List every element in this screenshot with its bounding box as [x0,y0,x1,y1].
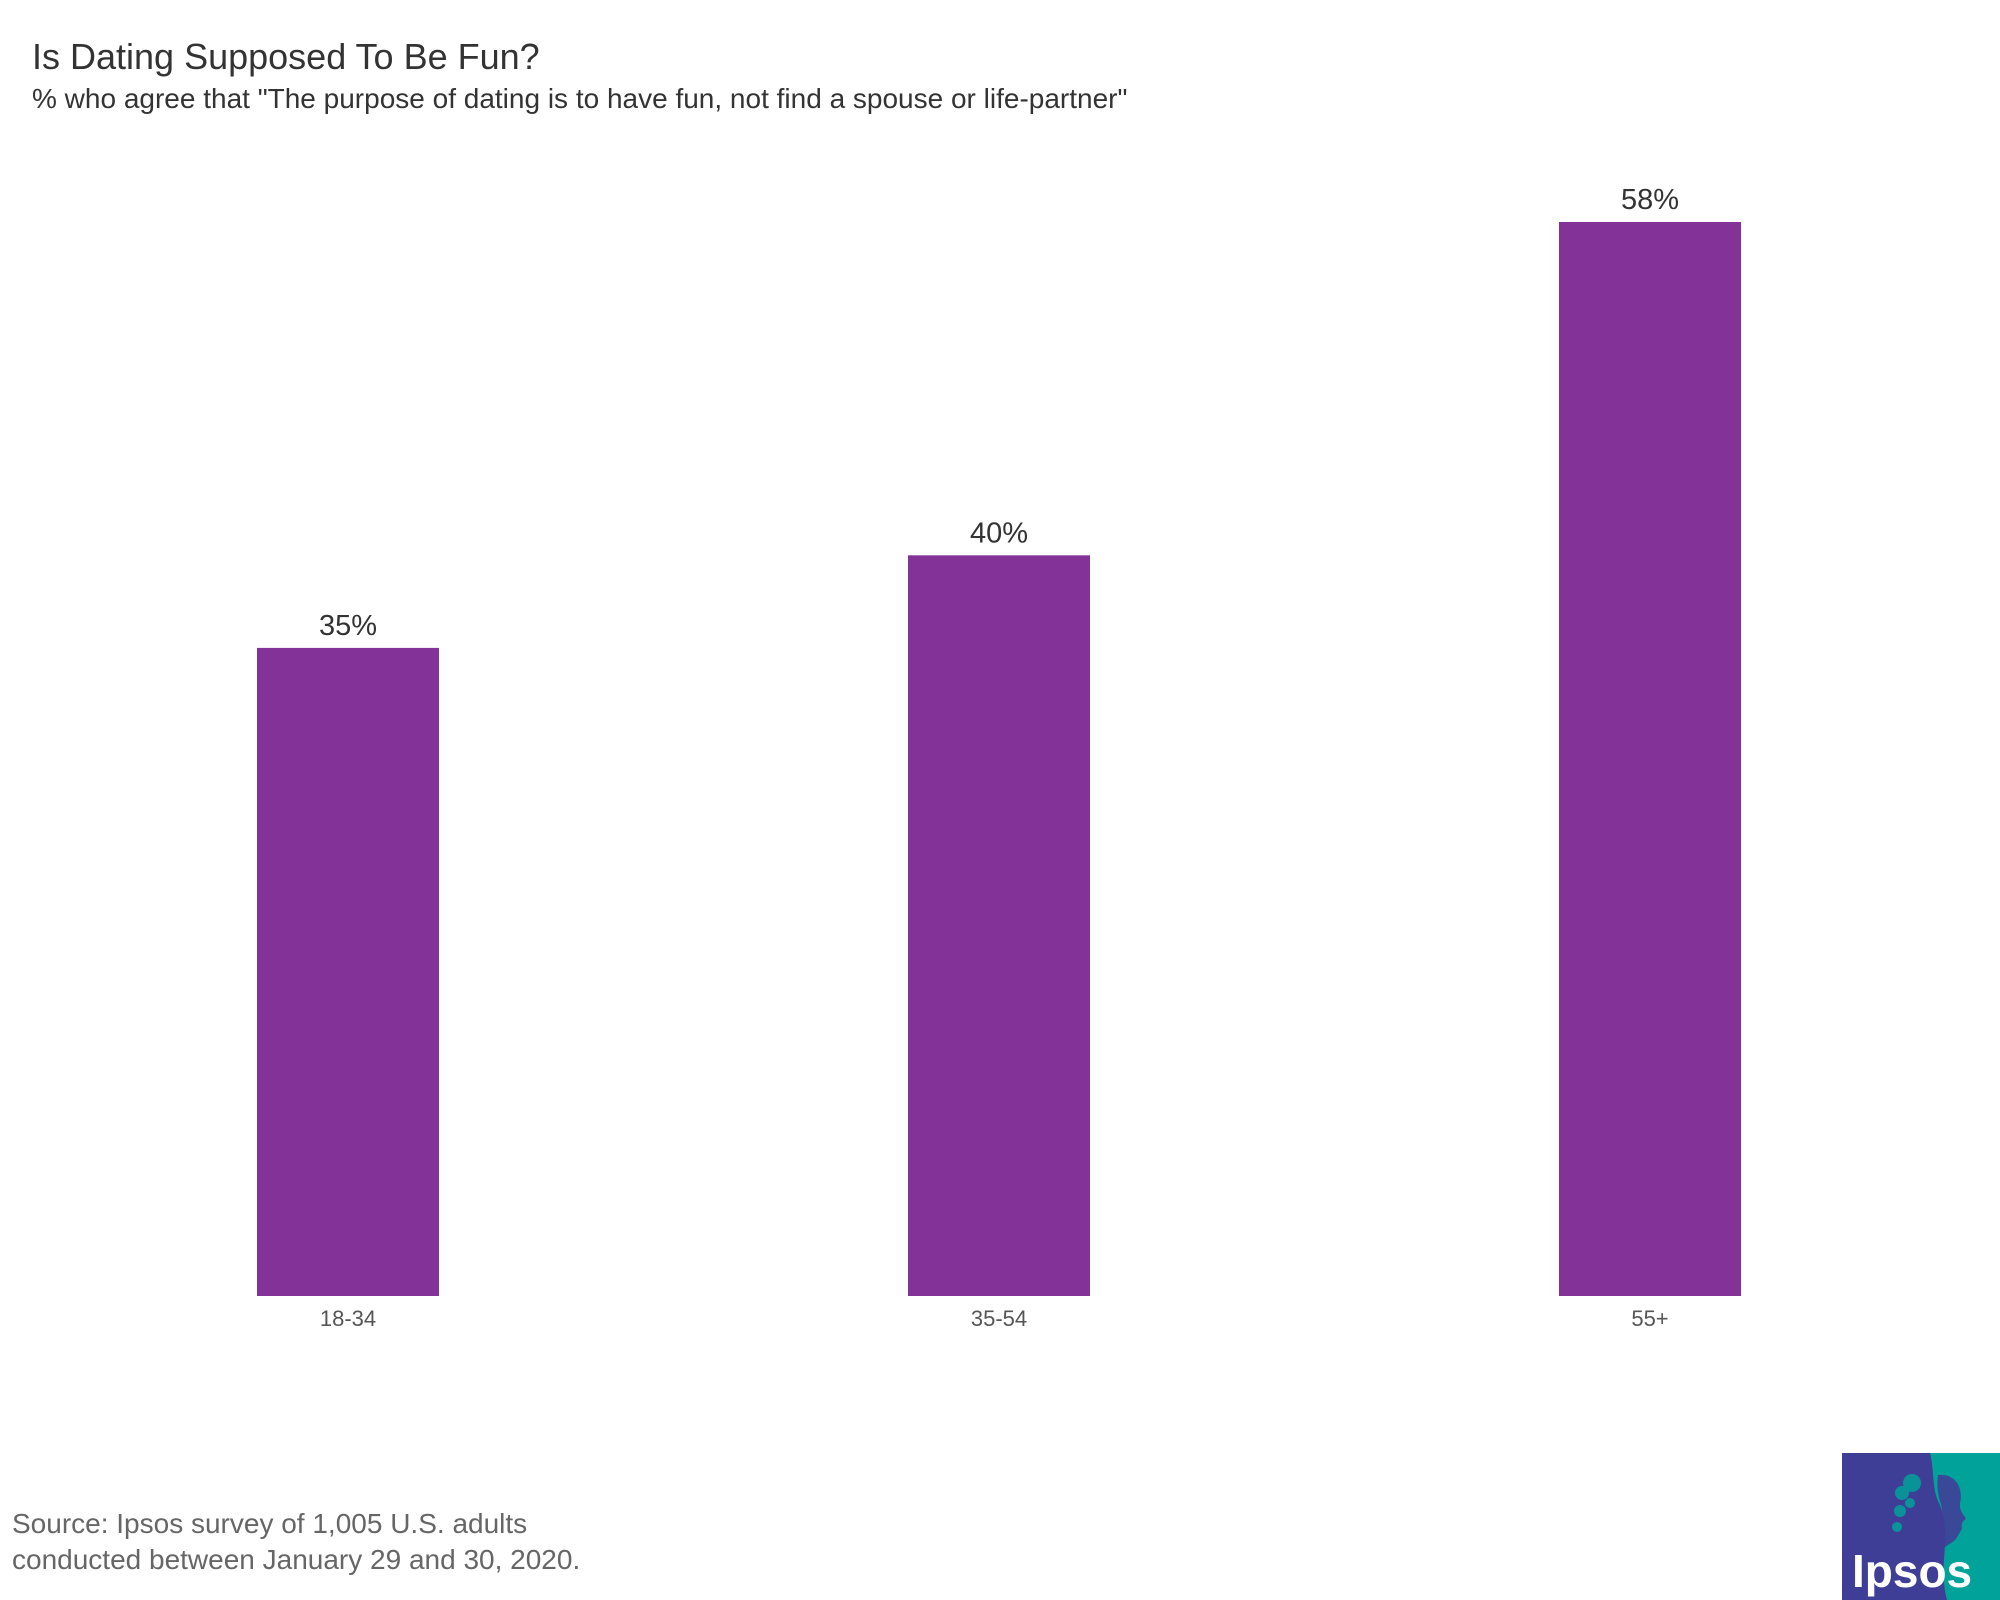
x-tick-label: 55+ [1631,1306,1668,1331]
bar-value-label: 58% [1621,184,1679,216]
x-tick-label: 18-34 [320,1306,376,1331]
source-line-2: conducted between January 29 and 30, 202… [12,1544,581,1575]
bar-55+ [1559,222,1741,1296]
source-line-1: Source: Ipsos survey of 1,005 U.S. adult… [12,1508,528,1539]
chart-subtitle: % who agree that "The purpose of dating … [32,83,1128,114]
chart-title: Is Dating Supposed To Be Fun? [32,36,540,77]
bar-value-label: 35% [319,610,377,642]
profile-silhouette-icon [1892,1474,1921,1532]
bars-layer [257,222,1741,1296]
bar-35-54 [908,555,1090,1296]
value-labels-layer: 35% 40% 58% [319,184,1679,642]
bar-18-34 [257,647,439,1296]
ipsos-logo: Ipsos [1842,1453,2000,1600]
svg-text:Ipsos: Ipsos [1852,1545,1972,1597]
x-tick-label: 35-54 [971,1306,1027,1331]
bar-value-label: 40% [970,517,1028,549]
source-note: Source: Ipsos survey of 1,005 U.S. adult… [12,1506,580,1578]
bar-chart: 35% 40% 58% 18-34 35-54 55+ [257,184,1741,1331]
x-axis-tick-labels: 18-34 35-54 55+ [320,1306,1669,1331]
